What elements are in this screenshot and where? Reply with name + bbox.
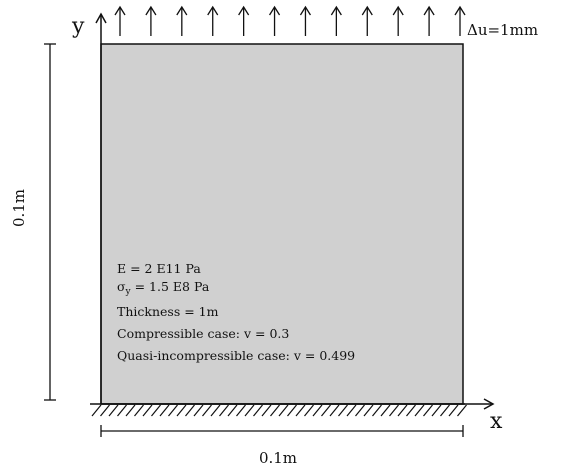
hatch-line	[423, 404, 433, 417]
hatch-line	[312, 404, 323, 417]
hatch-line	[287, 404, 297, 417]
hatch-line	[355, 404, 365, 417]
hatch-line	[168, 404, 178, 417]
hatch-line	[219, 404, 229, 417]
load-arrow-head	[423, 5, 435, 16]
hatch-line	[295, 404, 306, 417]
height-dimension-label: 0.1m	[10, 189, 28, 227]
hatch-line	[329, 404, 340, 417]
hatch-line	[363, 404, 374, 417]
quasi-incompressible-case-text: Quasi-incompressible case: v = 0.499	[117, 348, 355, 363]
hatch-line	[457, 404, 467, 417]
young-modulus-text: E = 2 E11 Pa	[117, 261, 201, 276]
hatch-line	[346, 404, 357, 417]
hatch-line	[100, 404, 110, 417]
hatch-line	[244, 404, 255, 417]
compressible-case-text: Compressible case: v = 0.3	[117, 326, 289, 341]
hatch-line	[304, 404, 314, 417]
fixed-support-hatch	[91, 404, 467, 417]
x-axis-label: x	[490, 409, 503, 434]
load-arrow-head	[238, 5, 250, 16]
load-arrow-head	[145, 5, 157, 16]
plate	[100, 43, 464, 405]
y-axis-arrowhead	[95, 12, 107, 24]
hatch-line	[134, 404, 144, 417]
hatch-line	[321, 404, 331, 417]
hatch-line	[431, 404, 442, 417]
hatch-line	[414, 404, 425, 417]
hatch-line	[406, 404, 416, 417]
width-dimension-label: 0.1m	[259, 449, 297, 467]
hatch-line	[270, 404, 280, 417]
y-axis-label: y	[71, 14, 85, 39]
load-arrow-head	[268, 5, 281, 16]
x-axis-arrowhead	[483, 398, 495, 410]
hatch-line	[440, 404, 450, 417]
load-arrow-head	[454, 5, 466, 16]
hatch-line	[159, 404, 170, 417]
material-properties: E = 2 E11 Pa σy = 1.5 E8 Pa Thickness = …	[117, 261, 355, 363]
hatch-line	[176, 404, 187, 417]
hatch-line	[151, 404, 161, 417]
load-arrows	[114, 5, 466, 36]
hatch-line	[210, 404, 221, 417]
hatch-line	[202, 404, 212, 417]
thickness-text: Thickness = 1m	[117, 304, 219, 319]
yield-stress-text: σy = 1.5 E8 Pa	[117, 279, 210, 297]
yield-stress-subscript: y	[125, 287, 132, 297]
hatch-line	[253, 404, 263, 417]
load-arrow-head	[114, 5, 126, 16]
hatch-line	[125, 404, 136, 417]
hatch-line	[372, 404, 382, 417]
hatch-line	[227, 404, 238, 417]
hatch-line	[278, 404, 289, 417]
hatch-line	[448, 404, 459, 417]
hatch-line	[389, 404, 399, 417]
hatch-line	[108, 404, 119, 417]
yield-stress-value: = 1.5 E8 Pa	[131, 279, 210, 294]
hatch-line	[338, 404, 348, 417]
hatch-line	[261, 404, 272, 417]
load-label: Δu=1mm	[467, 21, 538, 39]
hatch-line	[142, 404, 153, 417]
hatch-line	[91, 404, 102, 417]
yield-stress-symbol: σ	[117, 279, 126, 294]
hatch-line	[117, 404, 127, 417]
hatch-line	[397, 404, 408, 417]
hatch-line	[380, 404, 391, 417]
load-arrow-head	[330, 5, 342, 16]
load-arrow-head	[299, 5, 312, 16]
load-arrow-head	[392, 5, 404, 16]
hatch-line	[193, 404, 204, 417]
load-arrow-head	[361, 5, 373, 16]
load-arrow-head	[207, 5, 219, 16]
load-arrow-head	[176, 5, 188, 16]
hatch-line	[185, 404, 195, 417]
hatch-line	[236, 404, 246, 417]
